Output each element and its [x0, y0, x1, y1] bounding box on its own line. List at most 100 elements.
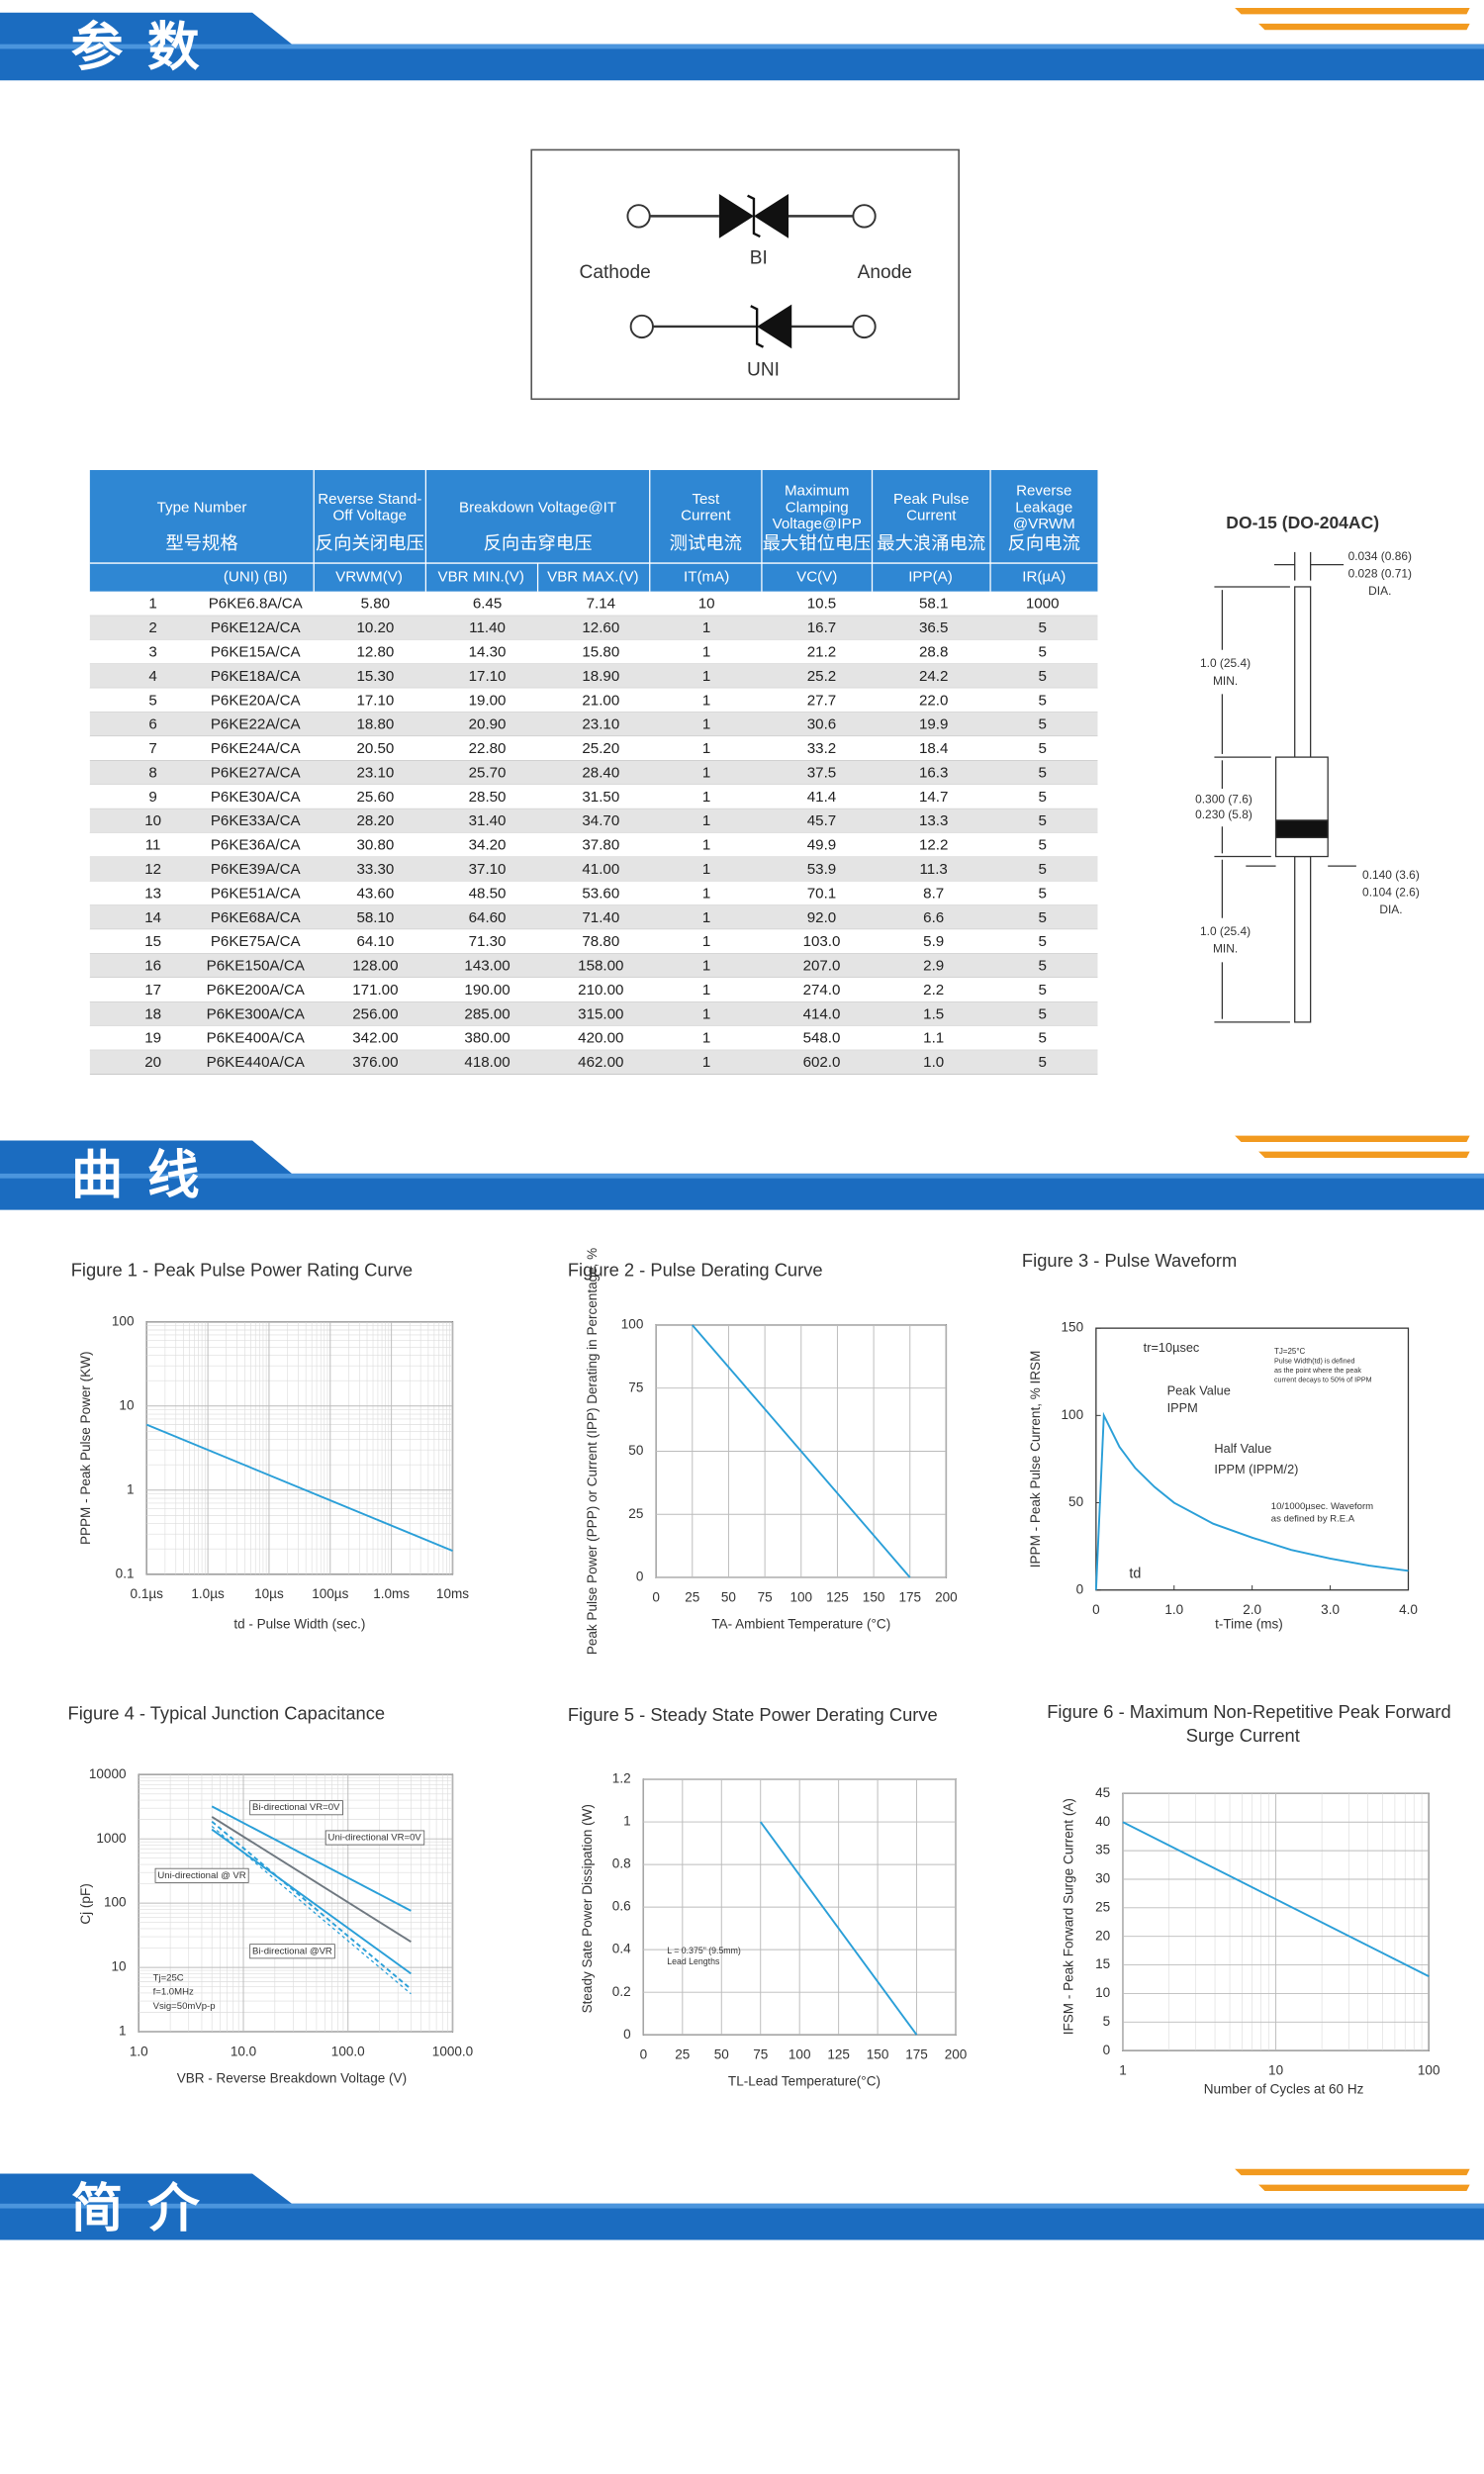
- package-drawing: [1214, 551, 1356, 1023]
- table-cell: 19.9: [919, 716, 948, 733]
- subheader-label: IPP(A): [908, 568, 953, 585]
- y-axis-label: Steady Sate Power Dissipation (W): [580, 1804, 595, 2013]
- table-cell: 16: [144, 958, 161, 975]
- section-title: 参 数: [71, 18, 203, 78]
- table-cell: P6KE18A/CA: [211, 668, 302, 685]
- symbol-frame: [530, 148, 960, 401]
- y-tick-label: 150: [1062, 1320, 1084, 1335]
- table-cell: 36.5: [919, 619, 948, 636]
- series-label-box: [154, 1867, 249, 1883]
- x-tick-label: 200: [945, 2047, 968, 2062]
- series-label: Uni-directional @ VR: [157, 1870, 245, 1881]
- table-cell: P6KE400A/CA: [207, 1030, 306, 1047]
- table-cell: 28.50: [469, 789, 507, 806]
- table-cell: 33.2: [807, 740, 836, 757]
- table-cell: 10.20: [356, 619, 394, 636]
- table-cell: 1: [702, 958, 710, 975]
- cathode-band: [1274, 819, 1329, 839]
- x-tick-label: 50: [721, 1589, 736, 1604]
- table-cell: 5: [1038, 982, 1046, 999]
- table-cell: 5: [148, 692, 156, 709]
- annotation: TJ=25°C: [1274, 1347, 1306, 1356]
- table-cell: 19.00: [469, 692, 507, 709]
- y-tick-label: 40: [1095, 1814, 1110, 1829]
- table-cell: 16.3: [919, 764, 948, 781]
- table-cell: 103.0: [803, 933, 841, 950]
- table-row: [89, 1050, 1098, 1075]
- table-cell: 1: [702, 812, 710, 829]
- y-tick-label: 5: [1103, 2014, 1111, 2029]
- figure-title: Surge Current: [1186, 1725, 1300, 1746]
- table-cell: 20: [144, 1054, 161, 1071]
- table-row: [89, 977, 1098, 1002]
- y-axis-label: IFSM - Peak Forward Surge Current (A): [1061, 1798, 1075, 2035]
- table-cell: P6KE22A/CA: [211, 716, 302, 733]
- table-cell: 376.00: [352, 1054, 398, 1071]
- table-cell: 8: [148, 764, 156, 781]
- table-cell: 207.0: [803, 958, 841, 975]
- x-tick-label: 10ms: [436, 1586, 469, 1601]
- terminal: [852, 204, 877, 229]
- table-cell: 31.50: [582, 789, 619, 806]
- table-row: [89, 1001, 1098, 1026]
- x-tick-label: 1000.0: [432, 2044, 473, 2058]
- y-tick-label: 45: [1095, 1785, 1110, 1800]
- table-cell: 2.9: [923, 958, 944, 975]
- table-cell: 16.7: [807, 619, 836, 636]
- figure: Figure 6 - Maximum Non-Repetitive Peak F…: [1047, 1701, 1450, 2097]
- subheader-label: VBR MAX.(V): [547, 568, 638, 585]
- header-label: Reverse: [1016, 483, 1071, 500]
- header-label: Reverse Stand-: [318, 491, 421, 508]
- table-cell: 37.5: [807, 764, 836, 781]
- table-cell: 1: [702, 789, 710, 806]
- figure: Figure 2 - Pulse Derating Curve 0 25 50 75 10…: [568, 1248, 958, 1655]
- annotation: Tj=25C: [153, 1972, 184, 1983]
- x-axis-label: VBR - Reverse Breakdown Voltage (V): [177, 2070, 407, 2085]
- table-cell: 5: [1038, 740, 1046, 757]
- header-label: Voltage@IPP: [773, 516, 862, 532]
- curve: [211, 1820, 413, 1990]
- table-cell: 30.6: [807, 716, 836, 733]
- table-cell: 5: [1038, 837, 1046, 854]
- dimension-label: 0.104 (2.6): [1362, 885, 1420, 899]
- table-cell: 5: [1038, 716, 1046, 733]
- table-cell: P6KE20A/CA: [211, 692, 302, 709]
- annotation: as defined by R.E.A: [1271, 1514, 1355, 1525]
- table-cell: 602.0: [803, 1054, 841, 1071]
- annotation: 10/1000µsec. Waveform: [1271, 1501, 1373, 1512]
- x-axis-label: td - Pulse Width (sec.): [233, 1616, 365, 1631]
- y-tick-label: 25: [628, 1506, 643, 1521]
- subheader-label: VBR MIN.(V): [437, 568, 523, 585]
- table-cell: 11.40: [469, 619, 506, 636]
- annotation: f=1.0MHz: [153, 1987, 194, 1998]
- table-cell: 71.30: [469, 933, 507, 950]
- table-cell: 34.70: [582, 812, 619, 829]
- table-cell: 14: [144, 909, 161, 926]
- table-cell: 1.5: [923, 1005, 944, 1022]
- annotation: L = 0.375" (9.5mm): [667, 1946, 741, 1955]
- table-cell: 10: [698, 596, 715, 613]
- table-cell: 22.80: [469, 740, 507, 757]
- table-cell: 41.4: [807, 789, 836, 806]
- x-tick-label: 1: [1119, 2062, 1127, 2077]
- table-cell: 1000: [1026, 596, 1060, 613]
- annotation: Lead Lengths: [667, 1956, 720, 1966]
- y-tick-label: 0.4: [612, 1942, 631, 1956]
- curve: [1122, 1821, 1430, 1977]
- table-cell: 10: [144, 812, 161, 829]
- header-label: Off Voltage: [333, 508, 408, 524]
- x-tick-label: 100: [789, 1589, 812, 1604]
- banner-highlight: [0, 44, 1484, 49]
- table-cell: 5.80: [361, 596, 390, 613]
- x-tick-label: 0.1µs: [131, 1586, 164, 1601]
- table-cell: P6KE24A/CA: [211, 740, 302, 757]
- table-cell: P6KE36A/CA: [211, 837, 302, 854]
- annotation: Pulse Width(td) is defined: [1274, 1357, 1355, 1365]
- terminal: [852, 314, 877, 339]
- y-tick-label: 10: [119, 1397, 134, 1412]
- y-tick-label: 20: [1095, 1928, 1110, 1943]
- figure-title: Figure 2 - Pulse Derating Curve: [568, 1260, 823, 1281]
- y-tick-label: 0.1: [116, 1566, 135, 1580]
- x-tick-label: 3.0: [1321, 1602, 1340, 1617]
- subheader-label: VC(V): [796, 568, 837, 585]
